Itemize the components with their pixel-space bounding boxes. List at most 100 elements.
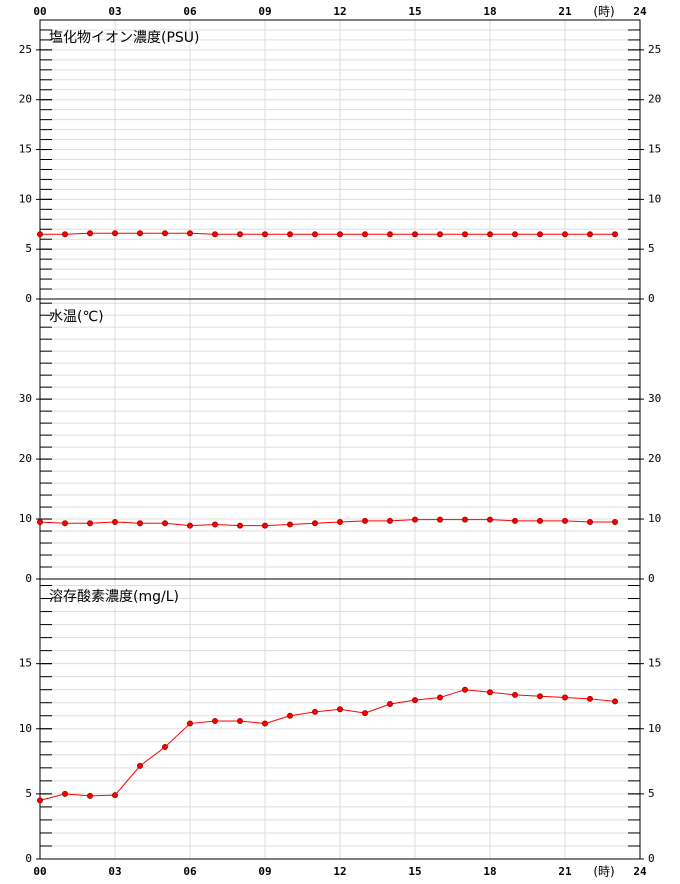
y-tick-label: 30 (648, 392, 661, 405)
data-point (112, 230, 118, 237)
data-point (137, 762, 143, 769)
panel-title: 溶存酸素濃度(mg/L) (49, 589, 179, 605)
x-tick-label: 06 (183, 5, 197, 18)
y-tick-label: 25 (648, 43, 661, 56)
x-tick-label: 12 (333, 865, 346, 878)
x-tick-label: 09 (258, 5, 271, 18)
data-point (162, 520, 168, 527)
data-point (162, 744, 168, 750)
data-point (387, 517, 393, 524)
data-point (187, 230, 193, 237)
data-point (512, 691, 518, 698)
data-point (512, 231, 518, 238)
data-line (39, 519, 615, 527)
data-point (362, 710, 368, 717)
y-tick-label: 15 (19, 657, 32, 670)
x-tick-label: 24 (633, 865, 647, 878)
data-point (212, 521, 218, 528)
data-point (262, 720, 268, 727)
data-point (312, 520, 318, 527)
x-unit: (時) (593, 865, 614, 879)
data-point (512, 517, 518, 524)
data-point (437, 694, 443, 701)
x-tick-label: 21 (558, 865, 572, 878)
data-point (587, 231, 593, 238)
y-tick-label: 10 (648, 512, 661, 525)
y-tick-label: 20 (648, 452, 661, 465)
data-point (612, 519, 618, 526)
data-point (462, 686, 468, 693)
y-tick-label: 20 (19, 93, 32, 106)
x-tick-label: 15 (408, 865, 421, 878)
data-point (87, 230, 93, 237)
x-tick-label: 15 (408, 5, 421, 18)
y-tick-label: 15 (648, 143, 661, 156)
data-point (312, 231, 318, 238)
data-point (337, 519, 343, 526)
data-point (487, 516, 493, 523)
data-point (437, 231, 443, 238)
data-point (487, 231, 493, 238)
data-point (337, 706, 343, 713)
data-point (537, 693, 543, 700)
x-tick-label: 21 (558, 5, 572, 18)
x-tick-label: 18 (483, 5, 496, 18)
data-point (612, 698, 618, 705)
y-tick-label: 30 (19, 392, 32, 405)
x-tick-label: 12 (333, 5, 346, 18)
y-tick-label: 20 (19, 452, 32, 465)
data-point (412, 697, 418, 704)
y-tick-label: 15 (648, 657, 661, 670)
x-tick-label: 18 (483, 865, 496, 878)
x-unit: (時) (593, 5, 614, 19)
data-point (87, 792, 93, 799)
x-tick-label: 06 (183, 865, 197, 878)
y-tick-label: 5 (25, 787, 32, 800)
y-tick-label: 0 (648, 572, 655, 585)
y-tick-label: 0 (25, 572, 32, 585)
y-tick-label: 0 (648, 292, 655, 305)
data-point (287, 231, 293, 238)
data-point (262, 522, 268, 529)
data-point (37, 519, 43, 526)
data-point (62, 790, 68, 797)
x-tick-label: 03 (108, 5, 121, 18)
y-tick-label: 20 (648, 93, 661, 106)
data-point (62, 520, 68, 527)
data-point (337, 231, 343, 238)
data-point (187, 720, 193, 727)
data-point (562, 231, 568, 238)
data-point (312, 708, 318, 715)
data-point (362, 231, 368, 238)
x-tick-label: 09 (258, 865, 271, 878)
data-point (562, 694, 568, 701)
data-point (137, 520, 143, 527)
y-tick-label: 10 (19, 192, 32, 205)
y-tick-label: 10 (648, 722, 661, 735)
data-point (112, 792, 118, 799)
x-tick-label: 00 (33, 5, 46, 18)
data-point (87, 520, 93, 527)
data-point (187, 522, 193, 529)
data-point (537, 231, 543, 238)
data-point (412, 231, 418, 238)
x-tick-label: 03 (108, 865, 121, 878)
y-tick-label: 0 (648, 852, 655, 865)
data-point (37, 797, 43, 804)
data-point (362, 517, 368, 524)
data-point (537, 517, 543, 524)
data-point (437, 516, 443, 523)
data-point (237, 717, 243, 724)
data-point (387, 231, 393, 238)
data-point (162, 230, 168, 237)
panel-title: 水温(℃) (49, 309, 104, 325)
data-point (387, 701, 393, 708)
y-tick-label: 5 (648, 787, 655, 800)
data-point (612, 231, 618, 238)
panel-title: 塩化物イオン濃度(PSU) (49, 30, 200, 46)
data-point (462, 231, 468, 238)
x-tick-label: 00 (33, 865, 46, 878)
y-tick-label: 0 (25, 292, 32, 305)
y-tick-label: 5 (648, 242, 655, 255)
data-point (237, 522, 243, 529)
